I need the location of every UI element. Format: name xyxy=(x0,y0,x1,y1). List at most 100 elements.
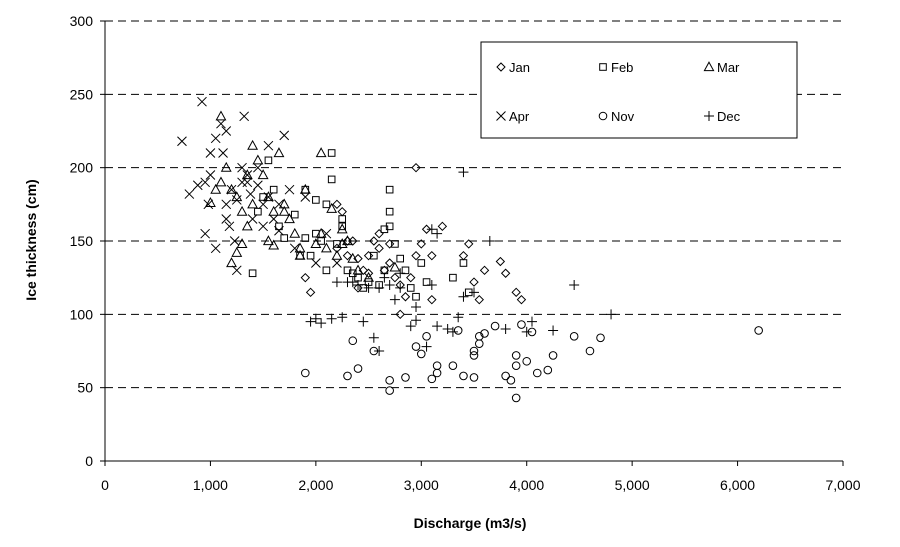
data-point-feb xyxy=(449,273,457,282)
data-point-jan xyxy=(458,250,469,261)
legend-box xyxy=(480,41,798,139)
data-point-apr xyxy=(210,133,221,144)
data-point-mar xyxy=(315,147,327,158)
data-point-apr xyxy=(205,170,216,180)
data-point-nov xyxy=(511,393,521,403)
data-point-jan xyxy=(374,228,384,239)
data-point-apr xyxy=(205,148,216,158)
legend-marker-mar xyxy=(703,61,715,72)
legend-label-feb: Feb xyxy=(611,60,633,75)
data-point-apr xyxy=(224,221,235,232)
data-point-feb xyxy=(391,240,399,248)
data-point-jan xyxy=(479,265,490,276)
data-point-dec xyxy=(347,277,358,288)
data-point-feb xyxy=(312,229,320,238)
series-dec xyxy=(305,167,617,356)
data-point-nov xyxy=(522,356,532,366)
data-point-feb xyxy=(338,215,347,223)
data-point-feb xyxy=(333,240,341,248)
data-point-dec xyxy=(405,321,416,332)
data-point-apr xyxy=(221,126,232,136)
y-tick-label: 150 xyxy=(70,233,94,249)
legend-item-feb: Feb xyxy=(599,60,633,75)
data-point-dec xyxy=(447,326,458,337)
data-point-mar xyxy=(268,205,280,216)
data-point-feb xyxy=(327,149,336,157)
data-point-apr xyxy=(253,162,263,173)
data-point-mar xyxy=(210,183,222,194)
data-point-mar xyxy=(294,242,306,253)
data-point-mar xyxy=(262,235,274,246)
y-tick-label: 100 xyxy=(70,306,94,322)
data-point-feb xyxy=(459,259,468,267)
data-point-jan xyxy=(363,250,374,261)
data-point-jan xyxy=(474,294,484,305)
data-point-feb xyxy=(254,207,262,216)
data-point-mar xyxy=(299,183,311,194)
data-point-apr xyxy=(200,177,211,188)
data-point-apr xyxy=(200,228,211,239)
data-point-dec xyxy=(358,316,369,327)
legend-label-nov: Nov xyxy=(611,109,635,124)
data-point-nov xyxy=(301,368,310,378)
data-point-apr xyxy=(321,228,332,239)
data-point-mar xyxy=(215,110,227,121)
data-point-dec xyxy=(384,280,395,290)
data-point-jan xyxy=(369,236,379,246)
data-point-feb xyxy=(385,207,394,216)
data-point-mar xyxy=(247,139,259,150)
data-point-feb xyxy=(322,200,331,209)
data-point-mar xyxy=(284,213,295,224)
data-point-feb xyxy=(312,196,320,204)
legend-label-jan: Jan xyxy=(509,60,530,75)
data-point-nov xyxy=(469,351,479,360)
data-point-dec xyxy=(606,309,617,320)
data-point-feb xyxy=(338,222,347,231)
data-point-jan xyxy=(421,224,432,234)
data-point-jan xyxy=(427,250,437,261)
data-point-apr xyxy=(231,265,242,276)
data-point-apr xyxy=(210,243,221,254)
data-point-dec xyxy=(484,236,495,246)
data-point-feb xyxy=(259,193,267,201)
data-point-apr xyxy=(247,214,258,224)
data-point-apr xyxy=(221,199,232,210)
data-point-nov xyxy=(448,361,458,370)
data-point-nov xyxy=(501,371,510,381)
legend-item-jan: Jan xyxy=(496,60,530,75)
data-point-mar xyxy=(310,238,322,249)
data-point-mar xyxy=(241,169,253,180)
data-point-jan xyxy=(464,239,474,249)
data-point-feb xyxy=(248,269,257,278)
data-point-mar xyxy=(315,227,327,238)
data-point-apr xyxy=(242,170,253,180)
data-point-mar xyxy=(331,249,343,260)
data-point-feb xyxy=(417,259,426,267)
data-point-dec xyxy=(305,316,316,327)
data-point-feb xyxy=(306,251,315,260)
data-point-nov xyxy=(511,351,521,360)
data-point-jan xyxy=(427,294,437,305)
legend-marker-apr xyxy=(496,111,506,121)
data-point-feb xyxy=(327,175,336,184)
data-point-nov xyxy=(543,365,553,375)
data-point-dec xyxy=(526,316,537,327)
data-point-nov xyxy=(432,368,442,378)
data-point-apr xyxy=(300,192,311,202)
data-point-jan xyxy=(374,243,384,254)
data-point-mar xyxy=(236,205,248,216)
legend-label-apr: Apr xyxy=(509,109,530,124)
data-point-mar xyxy=(215,176,227,187)
series-apr xyxy=(177,96,342,276)
series-nov xyxy=(301,320,763,403)
data-point-jan xyxy=(406,272,416,283)
data-point-nov xyxy=(585,346,595,356)
data-point-apr xyxy=(226,184,237,195)
data-point-apr xyxy=(197,96,207,107)
data-point-dec xyxy=(458,291,469,302)
data-point-feb xyxy=(301,234,310,242)
data-point-dec xyxy=(421,341,432,352)
data-point-dec xyxy=(353,280,364,290)
data-point-mar xyxy=(320,242,332,253)
data-point-feb xyxy=(401,266,410,275)
